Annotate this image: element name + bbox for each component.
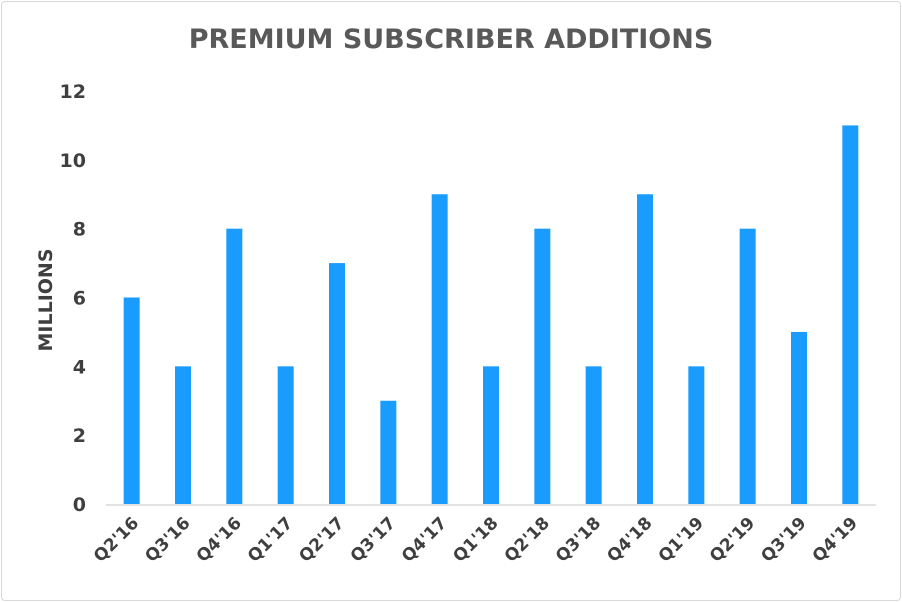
y-tick-label: 0 [73,494,86,516]
bar [483,366,499,504]
x-tick-label: Q4'16 [193,513,246,566]
bar [739,228,756,504]
x-tick-label: Q3'18 [552,513,605,566]
x-tick-label: Q2'17 [295,513,348,566]
bar [226,228,243,504]
bar [791,331,807,504]
x-tick-label: Q1'18 [449,513,502,566]
bar [637,194,653,504]
bars [123,125,859,505]
bar [585,366,602,504]
bar [534,228,551,504]
x-tick-label: Q2'16 [90,513,143,566]
x-tick-label: Q3'19 [757,513,810,566]
y-axis-ticks: 0 2 4 6 8 10 12 [60,81,86,516]
bar [277,366,294,504]
x-tick-label: Q3'17 [347,513,400,566]
bar [842,125,859,505]
chart-title: PREMIUM SUBSCRIBER ADDITIONS [189,24,714,55]
x-tick-label: Q4'18 [603,513,656,566]
x-tick-label: Q1'17 [244,513,297,566]
x-tick-label: Q4'19 [809,513,862,566]
x-tick-label: Q3'16 [141,513,194,566]
y-axis-label: MILLIONS [35,249,57,352]
y-tick-label: 6 [73,288,86,310]
bar [123,297,140,504]
x-tick-label: Q4'17 [398,513,451,566]
y-tick-label: 10 [60,150,86,172]
bar [431,194,448,504]
bar [175,366,191,504]
bar [688,366,705,504]
x-tick-label: Q2'19 [706,513,759,566]
y-tick-label: 8 [73,219,86,241]
y-tick-label: 4 [73,356,86,378]
x-axis-ticks: Q2'16Q3'16Q4'16Q1'17Q2'17Q3'17Q4'17Q1'18… [90,513,862,566]
bar [329,263,345,504]
y-tick-label: 12 [60,81,86,103]
x-tick-label: Q2'18 [501,513,554,566]
x-tick-label: Q1'19 [655,513,708,566]
bar [380,400,397,504]
y-tick-label: 2 [73,425,86,447]
